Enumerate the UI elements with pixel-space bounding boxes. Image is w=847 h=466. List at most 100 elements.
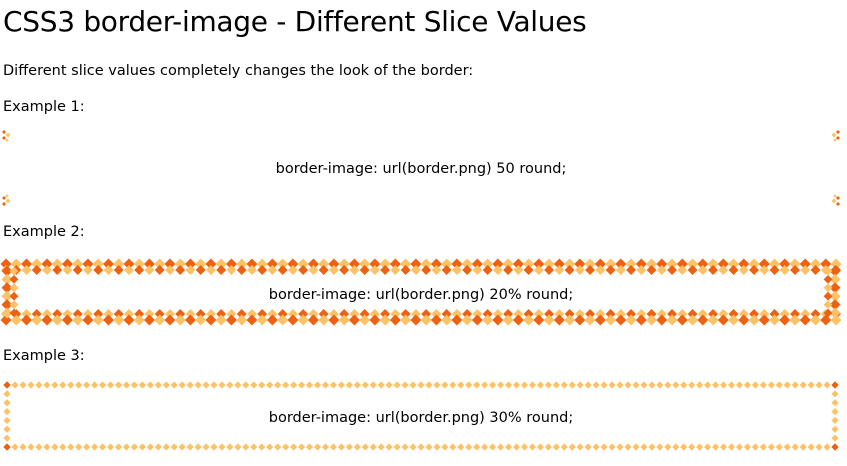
border-diamond [277,258,289,270]
border-diamond [328,309,339,319]
border-diamond [277,309,288,319]
border-diamond [349,309,360,319]
border-diamond [20,258,32,270]
border-diamond [807,443,815,451]
border-diamond [337,381,345,389]
border-diamond [2,136,6,140]
border-diamond [106,381,115,389]
border-diamond [831,390,839,398]
border-diamond [72,265,83,275]
border-diamond [624,443,632,451]
border-diamond [632,443,640,451]
border-diamond [648,381,656,389]
border-diamond [1,282,13,294]
border-diamond [791,381,799,389]
border-diamond [92,314,104,326]
border-diamond [574,309,585,319]
border-diamond [205,265,216,275]
border-diamond [676,314,688,326]
border-diamond [799,258,811,270]
border-diamond [122,443,131,451]
border-diamond [290,381,298,389]
border-diamond [11,381,19,389]
border-diamond [184,258,196,270]
border-diamond [461,314,473,326]
border-diamond [186,443,194,451]
border-diamond [417,381,425,389]
border-diamond [672,381,680,389]
border-diamond [256,314,268,326]
border-diamond [451,258,463,270]
border-diamond [305,443,314,451]
border-diamond [523,314,535,326]
border-diamond [735,381,744,389]
border-diamond [216,309,227,319]
border-diamond [544,381,552,389]
border-diamond [266,381,274,389]
border-diamond [552,381,560,389]
border-diamond [711,443,720,451]
border-diamond [401,381,409,389]
border-diamond [769,309,780,319]
border-diamond [3,381,11,389]
border-diamond [393,443,401,451]
border-diamond [520,381,529,389]
border-diamond [83,381,91,389]
border-diamond [536,381,545,389]
border-diamond [605,265,616,275]
border-diamond [473,443,481,451]
border-diamond [775,443,783,451]
border-diamond [369,309,380,319]
border-diamond [646,258,658,270]
border-diamond [502,314,514,326]
border-diamond [789,314,801,326]
border-diamond [471,314,483,326]
border-diamond [836,136,840,140]
border-diamond [727,381,736,389]
border-diamond [696,381,704,389]
border-diamond [90,381,99,389]
border-diamond [369,443,377,451]
border-diamond [677,265,688,275]
border-diamond [829,273,841,285]
border-diamond [282,443,290,451]
border-diamond [513,265,524,275]
border-diamond [482,258,494,270]
border-diamond [585,265,596,275]
border-diamond [564,265,575,275]
border-diamond [390,309,401,319]
border-diamond [51,381,59,389]
border-diamond [441,443,449,451]
border-diamond [307,314,319,326]
border-diamond [441,314,453,326]
border-diamond [554,265,565,275]
border-diamond [543,258,555,270]
border-diamond [194,443,202,451]
border-diamond [3,443,11,451]
border-diamond [666,314,678,326]
border-diamond [421,265,432,275]
border-diamond [417,443,425,451]
border-diamond [616,443,624,451]
border-diamond [833,138,837,142]
border-diamond [677,309,688,319]
border-diamond [246,309,257,319]
border-diamond [154,443,162,451]
border-diamond [21,265,32,275]
border-diamond [202,381,210,389]
border-diamond [114,443,123,451]
border-diamond [133,314,145,326]
example-1-text: border-image: url(border.png) 50 round; [275,161,567,177]
border-diamond [836,130,840,134]
border-diamond [345,443,353,451]
border-diamond [646,265,657,275]
border-diamond [533,265,544,275]
border-diamond [632,381,640,389]
border-diamond [584,258,596,270]
border-diamond [186,381,194,389]
border-diamond [246,314,258,326]
border-diamond [409,381,417,389]
border-diamond [236,314,248,326]
border-diamond [528,443,537,451]
border-diamond [704,443,712,451]
